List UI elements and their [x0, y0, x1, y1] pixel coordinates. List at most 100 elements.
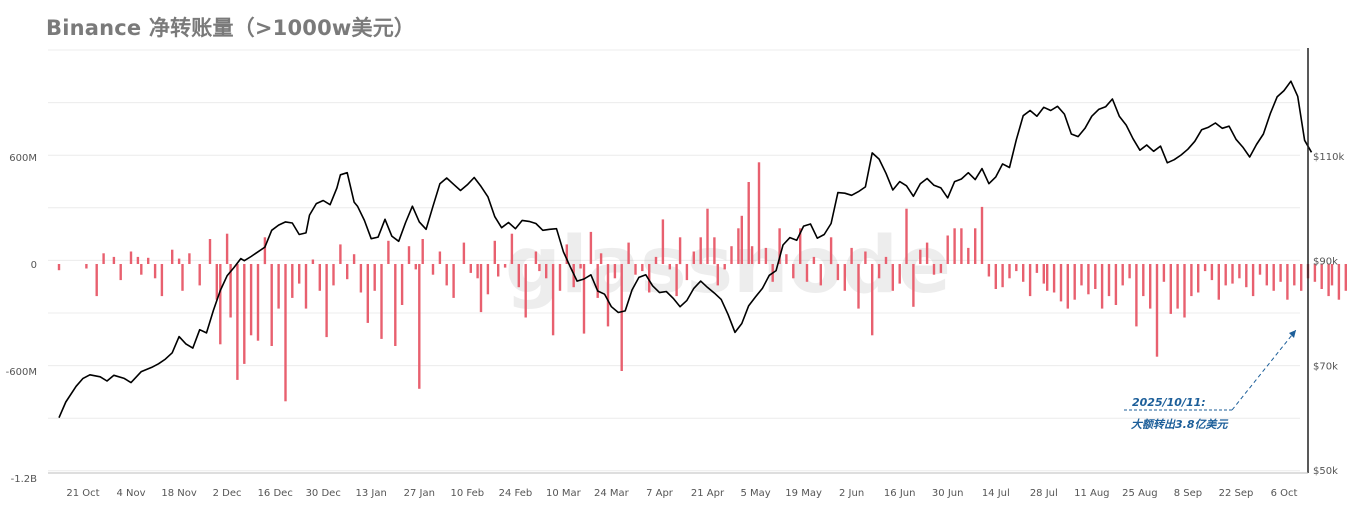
bar	[208, 239, 212, 264]
bar	[740, 215, 743, 264]
bar	[479, 264, 483, 313]
bar	[1169, 264, 1172, 314]
left-tick-label: 0	[31, 260, 37, 271]
bar	[850, 247, 853, 264]
bar	[1337, 264, 1341, 300]
left-tick-label: -600M	[6, 367, 37, 378]
x-tick-label: 2 Dec	[213, 488, 242, 499]
bar	[445, 264, 448, 286]
bar	[493, 240, 496, 264]
bar	[1028, 264, 1032, 297]
bar	[171, 249, 174, 264]
bar	[737, 228, 740, 264]
bar	[1245, 264, 1248, 288]
bar	[891, 264, 894, 291]
bar	[407, 246, 411, 264]
x-tick-label: 24 Feb	[499, 488, 533, 499]
bar	[1087, 264, 1090, 295]
bar	[256, 264, 260, 341]
bar	[153, 264, 157, 279]
bar	[270, 264, 273, 346]
bar	[723, 264, 726, 270]
bar	[188, 253, 191, 264]
x-tick-label: 22 Sep	[1219, 488, 1254, 499]
bar	[304, 264, 308, 309]
bar	[284, 264, 287, 402]
bar	[102, 253, 105, 264]
bar	[596, 264, 599, 298]
bar	[1135, 264, 1138, 327]
bar	[538, 264, 541, 272]
bar	[1042, 264, 1045, 284]
bar	[291, 264, 294, 298]
x-tick-label: 18 Nov	[161, 488, 197, 499]
bar	[757, 162, 761, 264]
x-tick-label: 11 Aug	[1074, 488, 1109, 499]
bar	[249, 264, 253, 336]
bar	[1265, 264, 1268, 286]
bar	[1080, 264, 1083, 286]
annotation-arrowhead	[1289, 330, 1296, 338]
bar	[85, 264, 88, 269]
bar	[1217, 264, 1220, 300]
bar	[136, 256, 140, 264]
bar	[373, 264, 376, 291]
watermark: glassnode	[505, 221, 951, 311]
bar	[1155, 264, 1159, 357]
x-tick-label: 7 Apr	[646, 488, 674, 499]
bar	[119, 264, 122, 281]
left-tick-label: 600M	[9, 153, 37, 164]
bar	[366, 264, 369, 323]
annotation: 2025/10/11: 大额转出3.8亿美元	[1124, 329, 1297, 431]
axes: 600M 0 -600M -1.2B $110k $90k $70k $50k 21 Oct 4 …	[6, 48, 1344, 499]
bar	[198, 264, 201, 286]
bar	[843, 264, 846, 291]
bar	[836, 264, 840, 281]
bar	[675, 264, 678, 297]
bar	[431, 264, 435, 275]
bar	[960, 228, 963, 264]
bar	[400, 264, 404, 305]
bar	[599, 253, 603, 264]
bar	[236, 264, 239, 380]
bar	[219, 264, 222, 345]
annotation-leader	[1231, 329, 1297, 411]
chart-title: Binance 净转账量（>1000w美元）	[46, 16, 416, 40]
bar	[95, 264, 98, 297]
bar	[812, 256, 816, 264]
bar	[339, 244, 342, 264]
bar	[346, 264, 349, 280]
bar	[414, 264, 417, 270]
x-tick-label: 10 Feb	[450, 488, 484, 499]
bar	[129, 251, 133, 264]
bar	[140, 264, 143, 275]
bar	[558, 264, 562, 291]
bar	[648, 264, 651, 293]
left-tick-label: -1.2B	[11, 474, 38, 485]
x-tick-label: 14 Jul	[982, 488, 1010, 499]
x-tick-label: 16 Jun	[884, 488, 916, 499]
bar	[1238, 264, 1241, 279]
bar	[1210, 264, 1214, 281]
bar	[1142, 264, 1145, 297]
bar	[229, 264, 232, 318]
x-tick-label: 30 Jun	[932, 488, 964, 499]
bar	[1022, 264, 1025, 282]
bar	[1272, 264, 1275, 291]
bar	[1293, 264, 1296, 286]
bar	[545, 264, 548, 279]
bar	[1197, 264, 1200, 293]
bar	[325, 264, 328, 338]
bar	[967, 247, 970, 264]
bar	[438, 251, 442, 264]
x-tick-label: 4 Nov	[116, 488, 145, 499]
bar	[1046, 264, 1049, 291]
x-tick-label: 28 Jul	[1030, 488, 1058, 499]
x-tick-label: 10 Mar	[546, 488, 582, 499]
bar	[716, 264, 719, 286]
bar	[298, 264, 301, 284]
bar	[476, 264, 479, 279]
bar	[534, 251, 538, 264]
bar	[877, 264, 881, 279]
x-tick-label: 25 Aug	[1122, 488, 1157, 499]
